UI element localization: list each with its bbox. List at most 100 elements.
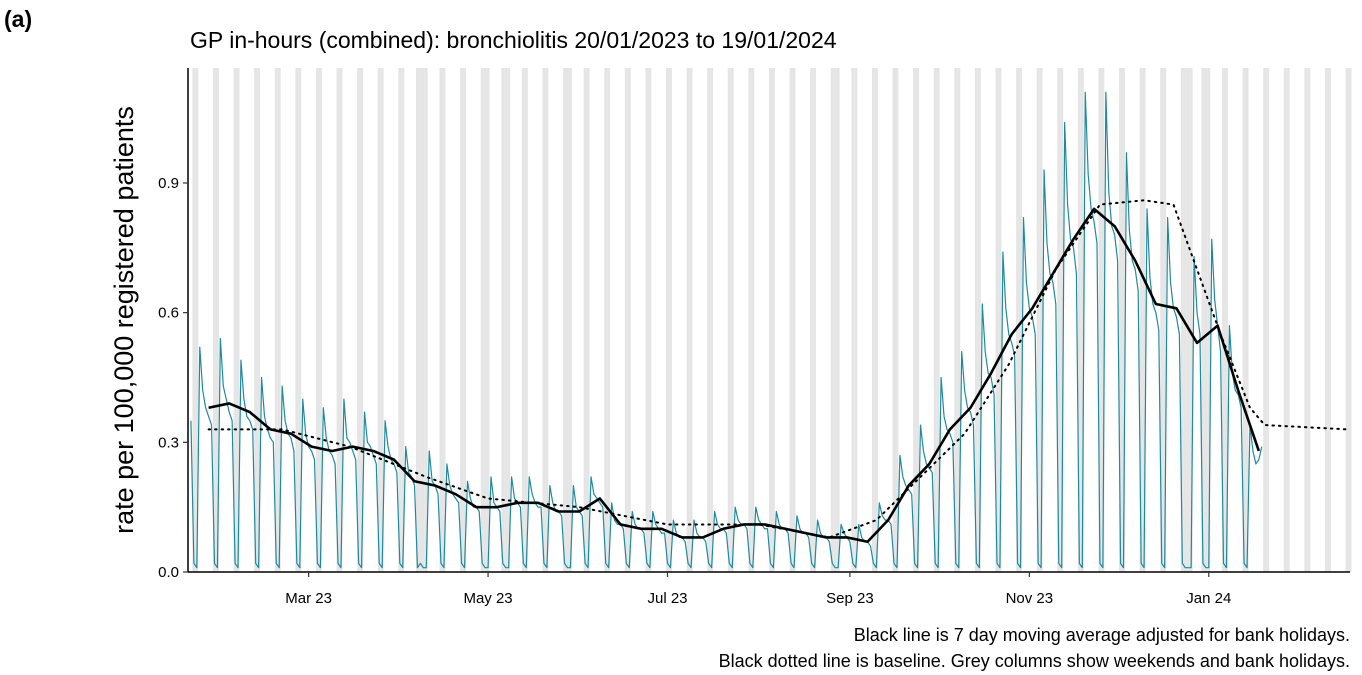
weekend-column bbox=[895, 68, 899, 572]
weekend-column bbox=[566, 68, 569, 572]
bank-holiday-column bbox=[486, 68, 490, 572]
weekend-column bbox=[233, 68, 237, 572]
plot-lines bbox=[190, 91, 1349, 569]
weekend-column bbox=[707, 68, 711, 572]
weekend-column bbox=[192, 68, 196, 572]
weekend-column bbox=[418, 68, 422, 572]
weekend-column bbox=[710, 68, 714, 572]
weekend-column bbox=[995, 68, 999, 572]
x-tick-label: Jul 23 bbox=[647, 590, 687, 607]
weekend-column bbox=[1304, 68, 1308, 572]
x-tick-label: May 23 bbox=[463, 590, 512, 607]
x-tick-label: Nov 23 bbox=[1006, 590, 1054, 607]
weekend-column bbox=[1245, 68, 1249, 572]
weekend-column bbox=[830, 68, 834, 572]
weekend-column bbox=[315, 68, 319, 572]
weekend-column bbox=[998, 68, 1002, 572]
bank-holiday-column bbox=[415, 68, 419, 572]
weekend-column bbox=[916, 68, 920, 572]
weekend-column bbox=[771, 68, 775, 572]
bank-holiday-column bbox=[424, 68, 428, 572]
y-tick-label: 0.9 bbox=[158, 175, 179, 192]
weekend-column bbox=[463, 68, 466, 572]
weekend-column bbox=[874, 68, 878, 572]
weekend-column bbox=[1283, 68, 1287, 572]
weekend-column bbox=[668, 68, 672, 572]
weekend-column bbox=[624, 68, 628, 572]
weekend-column bbox=[833, 68, 837, 572]
weekend-column bbox=[604, 68, 608, 572]
weekend-column bbox=[974, 68, 978, 572]
weekend-column bbox=[977, 68, 981, 572]
weekend-column bbox=[1263, 68, 1267, 572]
weekend-column bbox=[257, 68, 261, 572]
weekend-column bbox=[730, 68, 734, 572]
weekend-column bbox=[1324, 68, 1328, 572]
weekend-column bbox=[1222, 68, 1225, 572]
weekend-column bbox=[1077, 68, 1081, 572]
weekend-column bbox=[277, 68, 281, 572]
weekend-column bbox=[1163, 68, 1167, 572]
footnote: Black line is 7 day moving average adjus… bbox=[854, 625, 1350, 645]
weekend-column bbox=[954, 68, 958, 572]
weekend-column bbox=[483, 68, 487, 572]
weekend-column bbox=[689, 68, 693, 572]
weekend-column bbox=[1139, 68, 1143, 572]
weekend-column bbox=[648, 68, 652, 572]
weekend-column bbox=[933, 68, 937, 572]
bank-holiday-column bbox=[568, 68, 572, 572]
weekend-column bbox=[480, 68, 484, 572]
weekend-column bbox=[460, 68, 464, 572]
weekend-column bbox=[254, 68, 258, 572]
y-tick-label: 0.6 bbox=[158, 305, 179, 322]
weekend-column bbox=[813, 68, 817, 572]
weekend-column bbox=[298, 68, 302, 572]
y-tick-label: 0.0 bbox=[158, 564, 179, 581]
y-axis-label: rate per 100,000 registered patients bbox=[109, 106, 139, 534]
weekend-column bbox=[504, 68, 508, 572]
weekend-column bbox=[1242, 68, 1246, 572]
weekend-column bbox=[442, 68, 446, 572]
weekend-column bbox=[524, 68, 528, 572]
weekend-column bbox=[318, 68, 322, 572]
weekend-column bbox=[751, 68, 755, 572]
weekend-column bbox=[892, 68, 896, 572]
weekend-column bbox=[1057, 68, 1061, 572]
weekend-column bbox=[645, 68, 649, 572]
weekend-column bbox=[792, 68, 796, 572]
weekend-column bbox=[871, 68, 875, 572]
weekend-column bbox=[936, 68, 940, 572]
weekend-column bbox=[380, 68, 384, 572]
weekend-column bbox=[586, 68, 590, 572]
footnote: Black dotted line is baseline. Grey colu… bbox=[719, 651, 1350, 671]
weekend-column bbox=[789, 68, 793, 572]
weekend-column bbox=[339, 68, 343, 572]
weekend-column bbox=[1224, 68, 1228, 572]
weekend-column bbox=[854, 68, 858, 572]
weekend-column bbox=[1348, 68, 1352, 572]
weekend-column bbox=[1286, 68, 1290, 572]
weekend-column bbox=[1204, 68, 1208, 572]
weekend-column bbox=[1080, 68, 1084, 572]
weekend-column bbox=[1122, 68, 1125, 572]
x-tick-label: Mar 23 bbox=[285, 590, 332, 607]
weekend-column bbox=[1019, 68, 1022, 572]
y-tick-label: 0.3 bbox=[158, 434, 179, 451]
axes: 0.0 0.3 0.6 0.9 Mar 23 May 23 Jul 23 Sep 23 Nov … bbox=[158, 68, 1350, 607]
weekend-column bbox=[195, 68, 199, 572]
weekend-column bbox=[336, 68, 340, 572]
bank-holiday-column bbox=[1189, 68, 1193, 572]
weekend-column bbox=[1345, 68, 1349, 572]
weekend-column bbox=[1036, 68, 1040, 572]
weekend-column bbox=[439, 68, 443, 572]
weekend-column bbox=[583, 68, 587, 572]
weekend-column bbox=[401, 68, 405, 572]
weekend-column bbox=[1266, 68, 1270, 572]
weekend-column bbox=[1160, 68, 1164, 572]
weekend-column bbox=[666, 68, 669, 572]
x-tick-label: Sep 23 bbox=[826, 590, 874, 607]
weekend-column bbox=[1327, 68, 1331, 572]
weekend-column bbox=[1098, 68, 1102, 572]
